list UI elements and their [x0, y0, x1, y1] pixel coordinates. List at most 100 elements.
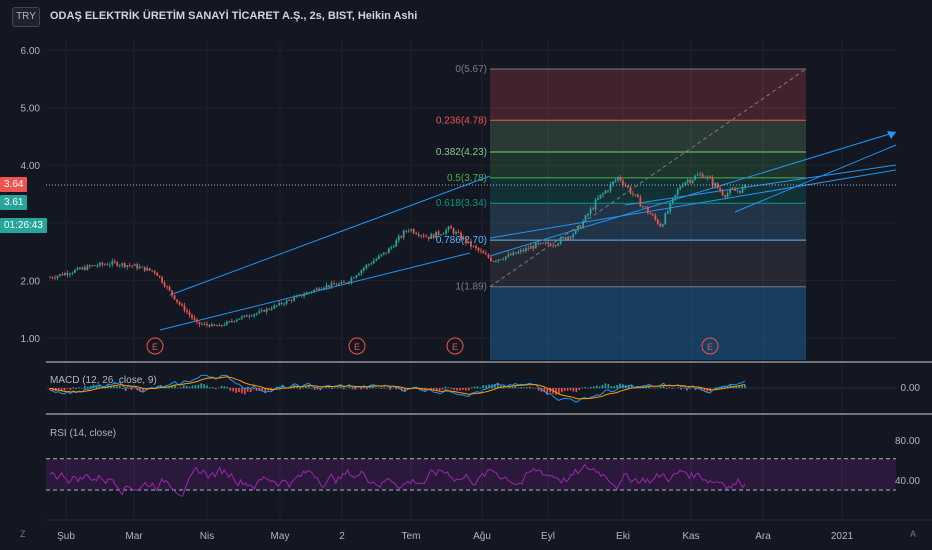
candle-body: [86, 265, 89, 270]
earnings-marker: [146, 337, 164, 355]
currency-button[interactable]: TRY: [12, 7, 40, 27]
candle-body: [186, 310, 188, 313]
candle-body: [480, 250, 482, 252]
macd-histogram-bar: [348, 386, 351, 389]
candle-body: [584, 215, 587, 222]
candle-body: [709, 176, 712, 178]
candle-body: [435, 231, 438, 239]
candle-body: [589, 208, 592, 215]
candle-body: [455, 231, 457, 234]
rsi-axis-label: 40.00: [895, 476, 920, 487]
candle-body: [614, 180, 617, 182]
macd-histogram-bar: [246, 388, 249, 392]
candle-body: [734, 189, 736, 191]
candle-body: [298, 294, 301, 297]
candle-body: [178, 301, 181, 305]
candle-body: [141, 266, 144, 268]
zoom-toggle[interactable]: Z: [20, 529, 26, 539]
candle-body: [201, 324, 203, 325]
macd-histogram-bar: [741, 385, 743, 389]
auto-scale-toggle[interactable]: A: [910, 529, 917, 539]
candle-body: [243, 315, 246, 317]
macd-histogram-bar: [313, 388, 316, 390]
macd-histogram-bar: [366, 388, 368, 390]
trend-arrow-head: [887, 131, 896, 139]
candle-body: [659, 224, 662, 227]
candle-body: [335, 284, 338, 286]
candle-body: [671, 198, 674, 203]
candle-body: [619, 176, 622, 181]
candle-body: [355, 275, 358, 278]
candle-body: [656, 219, 659, 225]
candle-body: [193, 317, 196, 320]
macd-histogram-bar: [235, 388, 237, 393]
macd-histogram-bar: [229, 388, 232, 391]
earnings-label: E: [452, 342, 458, 352]
candle-body: [636, 194, 639, 198]
macd-histogram-bar: [691, 387, 694, 389]
macd-histogram-bar: [590, 386, 592, 389]
candle-body: [330, 283, 333, 287]
macd-histogram-bar: [697, 388, 700, 390]
candle-body: [604, 190, 607, 194]
macd-histogram-bar: [316, 388, 319, 390]
candle-body: [537, 243, 540, 244]
candle-body: [422, 235, 425, 237]
candle-body: [681, 185, 684, 187]
candle-body: [108, 264, 111, 266]
candle-body: [649, 212, 652, 215]
candle-body: [203, 323, 206, 325]
macd-histogram-bar: [69, 388, 72, 391]
candle-body: [380, 254, 383, 256]
macd-histogram-bar: [217, 387, 220, 389]
candle-body: [684, 182, 687, 186]
macd-histogram-bar: [726, 386, 729, 389]
fib-zone: [490, 240, 806, 287]
macd-histogram-bar: [465, 388, 467, 391]
candle-body: [263, 310, 266, 312]
candle-body: [460, 232, 462, 240]
candle-body: [93, 265, 96, 267]
candle-body: [116, 262, 119, 266]
candle-body: [442, 233, 445, 235]
time-tick-label: 2021: [831, 531, 854, 542]
macd-histogram-bar: [299, 388, 301, 390]
macd-histogram-bar: [581, 387, 583, 389]
macd-histogram-bar: [441, 388, 444, 390]
candle-body: [338, 283, 340, 286]
candle-body: [258, 311, 261, 314]
time-tick-label: Eyl: [541, 531, 555, 542]
candle-body: [417, 234, 420, 236]
macd-histogram-bar: [558, 388, 560, 395]
candle-body: [133, 264, 136, 266]
macd-histogram-bar: [433, 388, 435, 391]
macd-histogram-bar: [627, 385, 630, 389]
candle-body: [250, 315, 253, 317]
candle-body: [502, 259, 505, 260]
candle-body: [602, 193, 604, 195]
macd-histogram-bar: [526, 387, 528, 389]
candle-body: [622, 180, 624, 186]
candle-body: [71, 272, 74, 274]
fib-zone-below: [490, 286, 806, 360]
macd-histogram-bar: [616, 385, 618, 389]
candle-body: [136, 264, 139, 269]
candle-body: [617, 176, 619, 181]
candle-body: [432, 234, 435, 239]
candle-body: [83, 267, 86, 270]
macd-axis-label: 0.00: [901, 383, 921, 394]
candle-body: [402, 230, 405, 238]
candle-body: [554, 245, 557, 247]
macd-histogram-bar: [371, 386, 374, 389]
candle-body: [689, 179, 692, 183]
candle-body: [711, 177, 714, 187]
candle-body: [183, 305, 186, 311]
candle-body: [372, 260, 375, 264]
candle-body: [293, 297, 296, 301]
candle-body: [485, 253, 487, 255]
candle-body: [305, 292, 308, 295]
candle-body: [731, 189, 734, 191]
macd-histogram-bar: [133, 388, 136, 389]
macd-histogram-bar: [206, 385, 208, 389]
